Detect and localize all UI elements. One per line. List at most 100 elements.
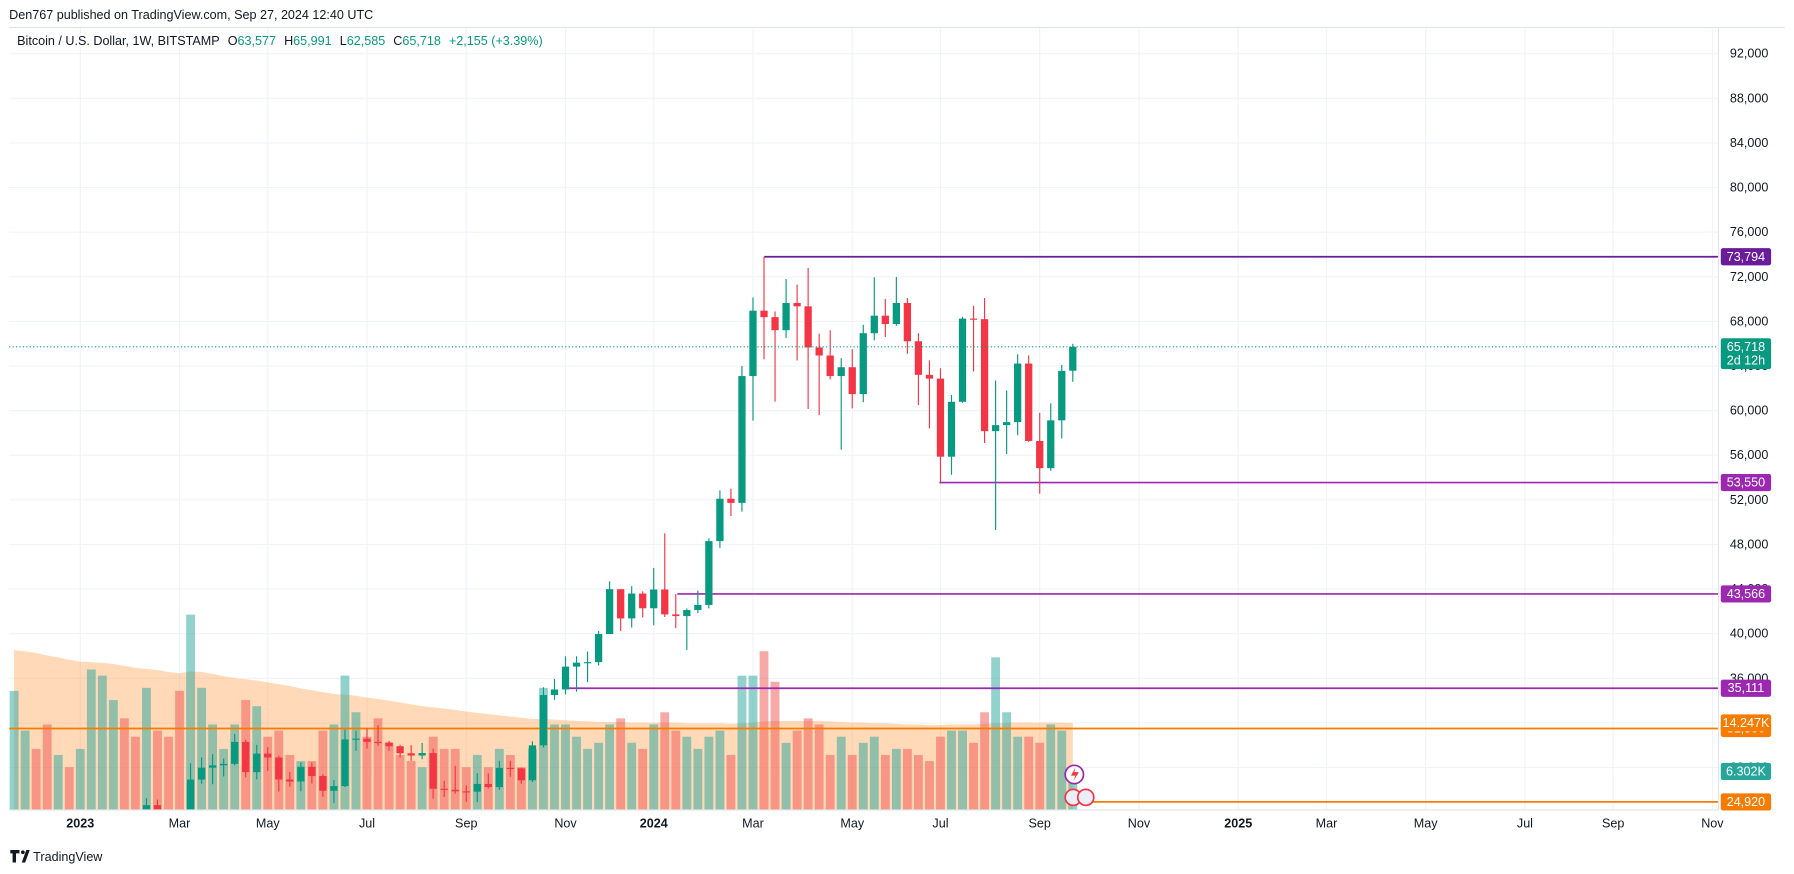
- candle-body: [650, 589, 658, 609]
- y-tick-label: 80,000: [1730, 181, 1768, 195]
- volume-bar: [1057, 730, 1067, 810]
- candle-body: [495, 767, 503, 788]
- candle-body: [661, 589, 669, 615]
- candle-body: [517, 768, 526, 781]
- plot-area: [9, 255, 1719, 810]
- candle-body: [760, 310, 768, 318]
- volume-bar: [715, 730, 725, 810]
- candle-body: [264, 753, 272, 758]
- logo-mark: [10, 849, 30, 863]
- x-tick-label: Nov: [1701, 817, 1724, 831]
- volume-bar: [936, 736, 945, 810]
- candle-body: [429, 753, 437, 789]
- x-tick-label: 2024: [640, 817, 668, 831]
- volume-bar: [516, 767, 526, 810]
- candle-body: [672, 614, 680, 617]
- candle-body: [572, 662, 581, 667]
- candle-body: [958, 318, 967, 402]
- volume-bar: [219, 748, 229, 810]
- legend-key: H: [284, 34, 293, 48]
- candle-body: [451, 789, 459, 792]
- y-tick-label: 72,000: [1730, 270, 1768, 284]
- candle-body: [914, 341, 923, 375]
- x-tick-label: May: [1414, 817, 1438, 831]
- volume-bar: [142, 687, 151, 810]
- candle-body: [694, 604, 702, 611]
- candle-body: [484, 783, 492, 788]
- volume-bar: [164, 736, 173, 810]
- x-tick-label: Jul: [1517, 817, 1533, 831]
- x-tick-label: 2025: [1224, 817, 1252, 831]
- volume-bar: [108, 700, 118, 810]
- candle-body: [749, 310, 757, 377]
- candle-body: [639, 593, 647, 609]
- volume-bar: [726, 754, 736, 810]
- candle-body: [186, 779, 195, 810]
- level-label: 43,566: [1727, 587, 1765, 601]
- event-icons: [1064, 764, 1095, 807]
- candle-body: [793, 302, 801, 307]
- y-tick-label: 48,000: [1730, 537, 1768, 551]
- volume-bar: [704, 736, 714, 810]
- x-tick-label: Sep: [1029, 817, 1051, 831]
- volume-bar: [869, 736, 879, 810]
- volume-bar: [627, 742, 637, 810]
- countdown: 2d 12h: [1727, 354, 1765, 368]
- candle-body: [727, 498, 735, 503]
- candle-body: [870, 315, 878, 334]
- candle-body: [197, 767, 206, 780]
- volume-bar: [958, 730, 967, 810]
- volume-bar: [153, 730, 162, 810]
- volume-bar: [505, 754, 515, 810]
- candle-body: [782, 302, 790, 331]
- volume-bar: [86, 669, 96, 810]
- candle-body: [330, 786, 338, 791]
- volume-bar: [759, 651, 769, 810]
- footer-logo: [10, 849, 30, 863]
- candle-body: [407, 753, 415, 756]
- volume-bar: [682, 736, 692, 810]
- volume-bar: [395, 754, 405, 810]
- volume-bar: [583, 748, 592, 810]
- level-label-box: [1720, 585, 1772, 603]
- x-tick-label: May: [840, 817, 864, 831]
- x-tick-label: 2023: [66, 817, 94, 831]
- volume-bar: [605, 724, 615, 810]
- level-label-box: [1720, 679, 1772, 697]
- footer-brand: TradingView: [33, 850, 103, 864]
- volume-bar: [483, 767, 493, 810]
- volume-bar: [803, 718, 813, 810]
- candle-body: [892, 302, 900, 325]
- volume-ma-label: 14.247K: [1723, 716, 1770, 730]
- level-label-box: [1720, 793, 1772, 811]
- volume-bar: [737, 675, 747, 810]
- volume-bar: [131, 736, 140, 810]
- volume-bar: [980, 712, 989, 810]
- y-tick-label: 52,000: [1730, 493, 1768, 507]
- candle-body: [396, 746, 404, 754]
- volume-bar: [991, 657, 1001, 810]
- volume-bar: [186, 614, 195, 810]
- event-icon: [1076, 788, 1095, 807]
- volume-bar: [660, 712, 670, 810]
- legend-value: 65,718: [402, 34, 440, 48]
- candle-body: [220, 763, 228, 766]
- candle-body: [231, 741, 239, 764]
- candle-body: [859, 333, 867, 395]
- volume-bar: [814, 724, 824, 810]
- volume-bar: [638, 748, 648, 810]
- candle-body: [1058, 370, 1066, 421]
- candle-body: [308, 766, 316, 777]
- candle-body: [738, 376, 746, 503]
- candle-body: [363, 738, 371, 742]
- candle-body: [969, 318, 978, 320]
- candle-body: [242, 741, 250, 773]
- price-label: 65,718: [1727, 340, 1765, 354]
- volume-bar: [969, 742, 978, 810]
- volume-bar: [263, 736, 273, 810]
- volume-bar: [1002, 712, 1012, 810]
- volume-bar: [351, 712, 361, 810]
- volume-label-box: [1720, 762, 1772, 781]
- volume-bar: [770, 681, 780, 810]
- candle-body: [947, 401, 956, 457]
